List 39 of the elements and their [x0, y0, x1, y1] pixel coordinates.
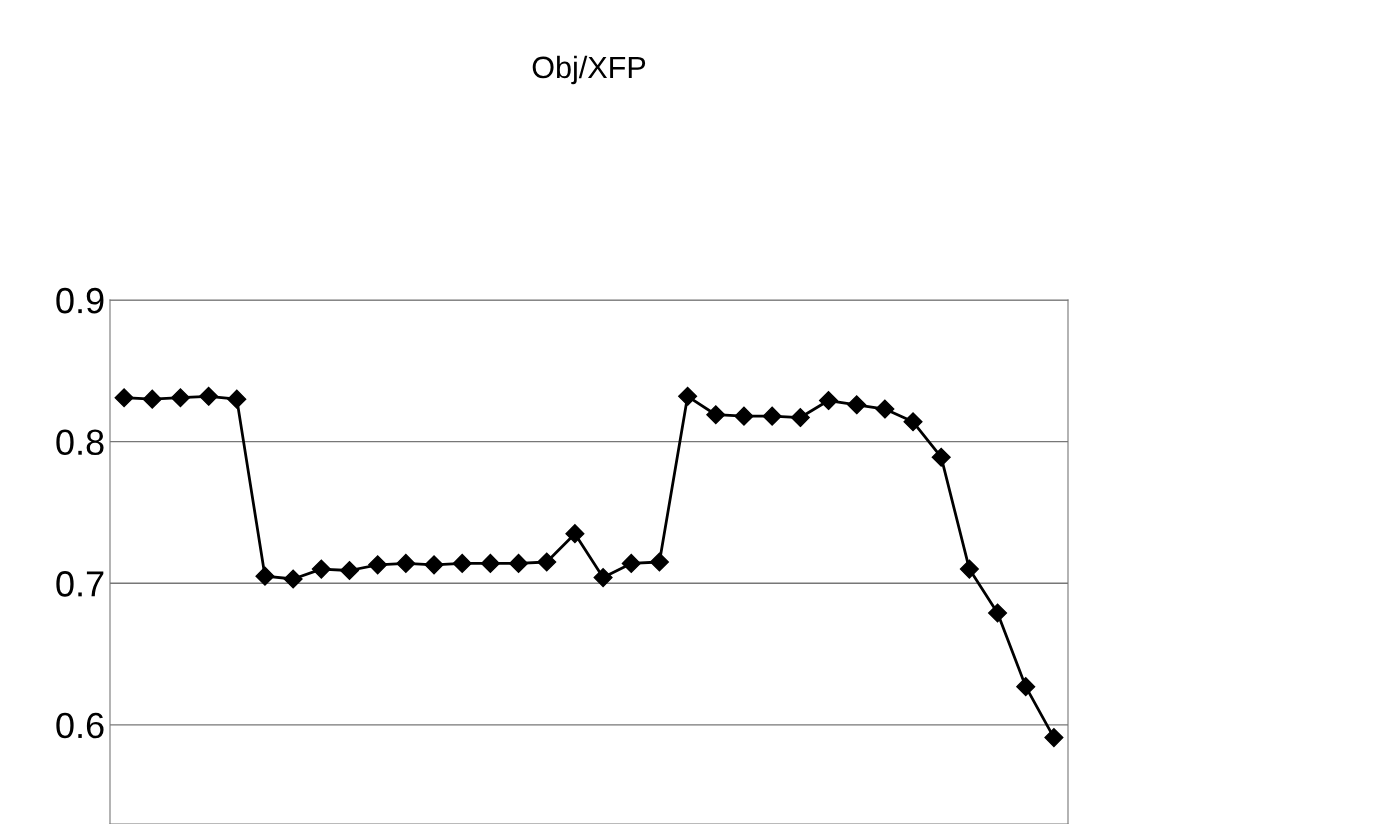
point — [762, 406, 782, 426]
point — [311, 559, 331, 579]
y-tick-label: 0.6 — [56, 712, 104, 739]
point — [509, 553, 529, 573]
point — [875, 399, 895, 419]
point — [565, 524, 585, 544]
point — [818, 391, 839, 411]
point — [227, 389, 247, 409]
point — [593, 568, 613, 588]
y-tick-label: 0.9 — [56, 287, 104, 314]
point — [790, 408, 810, 428]
point — [649, 552, 669, 572]
y-tick-label: 0.7 — [56, 571, 104, 597]
point — [199, 386, 219, 406]
point — [424, 555, 444, 575]
point — [170, 388, 190, 408]
point — [1044, 728, 1064, 748]
point — [255, 566, 275, 586]
point — [931, 447, 951, 467]
point — [621, 553, 641, 573]
point — [734, 406, 754, 426]
point — [537, 552, 557, 572]
point — [847, 395, 867, 415]
point — [142, 389, 162, 409]
point — [988, 603, 1008, 623]
point — [480, 553, 500, 573]
point — [1016, 677, 1036, 697]
point — [339, 560, 360, 581]
point — [706, 405, 726, 425]
point — [396, 553, 416, 573]
point — [368, 555, 388, 575]
point — [114, 388, 134, 408]
chart-title: Obj/XFP — [532, 55, 646, 85]
point — [903, 412, 923, 432]
point — [452, 553, 472, 573]
point — [283, 569, 303, 589]
point — [678, 386, 698, 406]
y-tick-label: 0.8 — [56, 429, 104, 456]
point — [959, 559, 979, 579]
